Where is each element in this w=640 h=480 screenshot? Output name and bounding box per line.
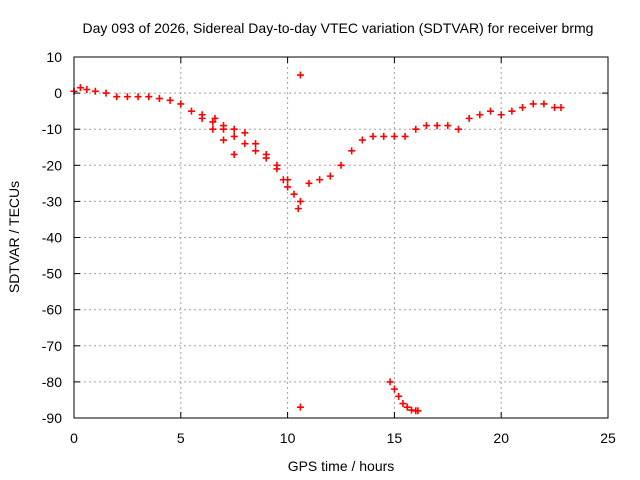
data-point (166, 96, 174, 104)
data-point (123, 93, 131, 101)
x-tick-label: 0 (70, 430, 78, 446)
data-point (529, 100, 537, 108)
data-point (305, 179, 313, 187)
y-tick-label: 10 (46, 49, 62, 65)
y-tick-label: -30 (42, 193, 62, 209)
data-point (465, 114, 473, 122)
data-point (403, 403, 411, 411)
data-point (209, 118, 217, 126)
data-point (358, 136, 366, 144)
data-point (230, 132, 238, 140)
y-axis-label: SDTVAR / TECUs (6, 181, 22, 293)
data-point (444, 122, 452, 130)
data-point (390, 385, 398, 393)
data-point (252, 140, 260, 148)
data-point (348, 147, 356, 155)
data-series (70, 71, 565, 415)
data-point (220, 136, 228, 144)
x-tick-label: 5 (177, 430, 185, 446)
data-point (230, 125, 238, 133)
series-descending-arc (386, 378, 422, 415)
data-point (422, 122, 430, 130)
data-point (395, 392, 403, 400)
series-upper-branch (211, 114, 292, 184)
data-point (316, 176, 324, 184)
data-point (296, 71, 304, 79)
data-point (76, 84, 84, 92)
data-point (401, 132, 409, 140)
data-point (519, 104, 527, 112)
data-point (134, 93, 142, 101)
axes: 0 5 10 15 20 25 10 0 -10 -20 -30 -40 -50 -60 -70 -80 -90 (42, 49, 616, 446)
data-point (241, 140, 249, 148)
y-tick-label: 0 (54, 85, 62, 101)
data-point (369, 132, 377, 140)
data-point (337, 161, 345, 169)
data-point (155, 95, 163, 103)
series-isolated-points (294, 71, 304, 411)
data-point (433, 122, 441, 130)
chart-title: Day 093 of 2026, Sidereal Day-to-day VTE… (83, 20, 594, 36)
data-point (209, 125, 217, 133)
data-point (83, 85, 91, 93)
data-point (326, 172, 334, 180)
series-main-trace (70, 84, 565, 205)
y-tick-label: -40 (42, 230, 62, 246)
data-point (284, 183, 292, 191)
data-point (187, 107, 195, 115)
data-point (557, 104, 565, 112)
data-point (296, 403, 304, 411)
data-point (476, 111, 484, 119)
data-point (380, 132, 388, 140)
x-tick-label: 10 (280, 430, 296, 446)
data-point (414, 407, 422, 415)
data-point (399, 400, 407, 408)
y-tick-label: -50 (42, 266, 62, 282)
data-point (294, 205, 302, 213)
data-point (220, 122, 228, 130)
data-point (230, 150, 238, 158)
y-tick-label: -80 (42, 374, 62, 390)
data-point (508, 107, 516, 115)
data-point (113, 93, 121, 101)
data-point (284, 176, 292, 184)
y-tick-label: -90 (42, 410, 62, 426)
data-point (386, 378, 394, 386)
data-point (390, 132, 398, 140)
y-tick-label: -20 (42, 157, 62, 173)
data-point (211, 114, 219, 122)
data-point (412, 125, 420, 133)
data-point (296, 197, 304, 205)
data-point (273, 161, 281, 169)
y-tick-label: -70 (42, 338, 62, 354)
data-point (551, 104, 559, 112)
data-point (241, 129, 249, 137)
data-point (102, 89, 110, 97)
data-point (145, 93, 153, 101)
data-point (454, 125, 462, 133)
data-point (290, 190, 298, 198)
series-lower-branch (198, 111, 238, 158)
data-point (177, 100, 185, 108)
data-point (540, 100, 548, 108)
x-tick-label: 25 (600, 430, 616, 446)
data-point (487, 107, 495, 115)
data-point (91, 87, 99, 95)
data-point (497, 111, 505, 119)
data-point (262, 150, 270, 158)
data-point (198, 111, 206, 119)
y-tick-label: -10 (42, 121, 62, 137)
data-point (252, 147, 260, 155)
y-tick-label: -60 (42, 302, 62, 318)
x-tick-label: 15 (387, 430, 403, 446)
x-axis-label: GPS time / hours (288, 458, 395, 474)
x-tick-label: 20 (493, 430, 509, 446)
grid (74, 57, 608, 418)
